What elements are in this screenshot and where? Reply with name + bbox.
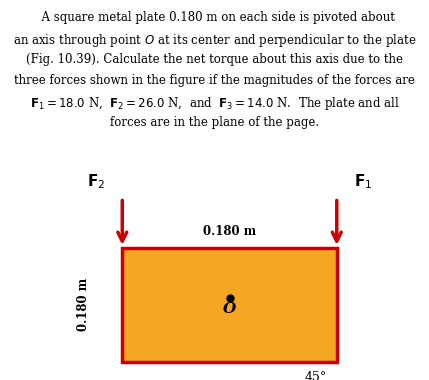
Text: A square metal plate 0.180 m on each side is pivoted about: A square metal plate 0.180 m on each sid… xyxy=(34,11,395,24)
Text: $\mathbf{F}_1$: $\mathbf{F}_1$ xyxy=(354,172,372,191)
Text: (Fig. 10.39). Calculate the net torque about this axis due to the: (Fig. 10.39). Calculate the net torque a… xyxy=(26,53,403,66)
Text: three forces shown in the figure if the magnitudes of the forces are: three forces shown in the figure if the … xyxy=(14,74,415,87)
Text: forces are in the plane of the page.: forces are in the plane of the page. xyxy=(110,116,319,129)
Text: an axis through point $O$ at its center and perpendicular to the plate: an axis through point $O$ at its center … xyxy=(13,32,416,49)
Text: $\mathbf{F}_1 = 18.0$ N,  $\mathbf{F}_2 = 26.0$ N,  and  $\mathbf{F}_3 = 14.0$ N: $\mathbf{F}_1 = 18.0$ N, $\mathbf{F}_2 =… xyxy=(30,95,399,112)
Bar xyxy=(122,248,337,362)
Text: 45°: 45° xyxy=(304,371,326,380)
Text: $\mathbf{F}_2$: $\mathbf{F}_2$ xyxy=(87,172,105,191)
Text: 0.180 m: 0.180 m xyxy=(203,225,256,238)
Text: O: O xyxy=(223,302,236,316)
Text: 0.180 m: 0.180 m xyxy=(77,278,90,331)
